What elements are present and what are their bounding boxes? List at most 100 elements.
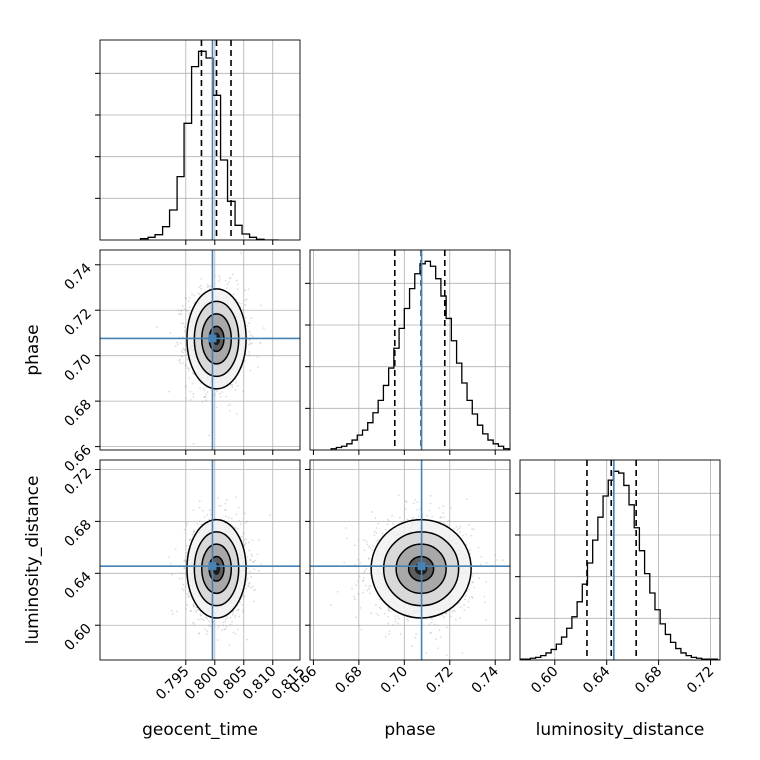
scatter-panel-phase-luminosity_distance — [305, 459, 511, 665]
sample-point — [195, 610, 198, 613]
sample-point — [426, 514, 428, 517]
sample-point — [186, 358, 189, 361]
sample-point — [183, 567, 186, 570]
sample-point — [269, 514, 271, 517]
sample-point — [198, 632, 200, 635]
sample-point — [196, 609, 198, 612]
sample-point — [363, 569, 366, 572]
sample-point — [229, 384, 232, 386]
sample-point — [184, 592, 187, 595]
sample-point — [346, 537, 348, 540]
sample-point — [218, 392, 221, 395]
sample-point — [181, 577, 183, 580]
sample-point — [249, 342, 252, 344]
x-tick-label: 0.72 — [423, 664, 456, 697]
sample-point — [205, 393, 207, 396]
sample-point — [200, 287, 203, 290]
sample-point — [185, 397, 188, 400]
sample-point — [375, 531, 378, 534]
sample-point — [215, 406, 218, 409]
sample-point — [234, 632, 237, 635]
sample-point — [463, 604, 466, 606]
sample-point — [169, 331, 172, 334]
sample-point — [189, 538, 192, 541]
panel-content — [139, 40, 279, 240]
sample-point — [213, 394, 216, 397]
sample-point — [249, 369, 252, 372]
histogram-geocent_time — [139, 50, 279, 240]
sample-point — [251, 539, 254, 542]
sample-point — [181, 588, 184, 591]
sample-point — [222, 621, 225, 624]
sample-point — [252, 560, 254, 563]
sample-point — [468, 596, 471, 599]
panel-frame — [519, 459, 721, 661]
sample-point — [210, 513, 212, 516]
sample-point — [459, 606, 462, 609]
sample-point — [351, 587, 353, 590]
sample-point — [441, 614, 444, 617]
sample-point — [185, 363, 187, 366]
sample-point — [209, 285, 212, 287]
sample-point — [397, 494, 400, 496]
sample-point — [419, 508, 421, 511]
x-tick-label: 0.68 — [632, 664, 665, 697]
grid — [100, 40, 300, 240]
sample-point — [228, 644, 231, 647]
sample-point — [218, 504, 220, 507]
sample-point — [188, 312, 190, 315]
sample-point — [248, 322, 251, 324]
sample-point — [234, 388, 237, 391]
sample-point — [225, 395, 228, 398]
sample-point — [431, 618, 434, 620]
sample-point — [387, 607, 390, 609]
sample-point — [259, 341, 262, 344]
sample-point — [428, 623, 431, 626]
sample-point — [201, 509, 204, 512]
sample-point — [191, 372, 194, 374]
sample-point — [206, 630, 209, 633]
sample-point — [235, 496, 237, 499]
sample-point — [375, 527, 378, 529]
sample-point — [226, 287, 228, 290]
sample-point — [399, 633, 402, 636]
sample-point — [199, 387, 201, 389]
sample-point — [175, 610, 178, 613]
sample-point — [181, 355, 183, 358]
sample-point — [235, 381, 238, 384]
sample-point — [221, 391, 224, 393]
sample-point — [240, 252, 242, 255]
sample-point — [183, 348, 186, 351]
sample-point — [473, 528, 475, 531]
sample-point — [226, 617, 229, 619]
sample-point — [192, 621, 194, 624]
sample-point — [453, 609, 455, 612]
sample-point — [186, 309, 188, 312]
sample-point — [384, 635, 387, 638]
sample-point — [430, 631, 433, 634]
sample-point — [453, 527, 455, 530]
sample-point — [391, 523, 394, 525]
sample-point — [429, 617, 432, 620]
sample-point — [184, 573, 187, 575]
sample-point — [367, 557, 370, 560]
sample-point — [469, 552, 472, 555]
sample-point — [465, 533, 468, 536]
sample-point — [198, 633, 201, 635]
sample-point — [400, 520, 402, 523]
sample-point — [222, 624, 225, 627]
sample-point — [236, 609, 239, 612]
sample-point — [485, 580, 488, 583]
sample-point — [189, 609, 192, 612]
sample-point — [195, 606, 198, 609]
sample-point — [248, 354, 251, 356]
sample-point — [451, 610, 454, 613]
sample-point — [203, 389, 206, 392]
x-axis-label-geocent_time: geocent_time — [142, 720, 258, 740]
sample-point — [398, 617, 400, 620]
sample-point — [357, 593, 360, 596]
sample-point — [181, 304, 184, 307]
sample-point — [248, 351, 250, 353]
sample-point — [170, 609, 173, 612]
sample-point — [243, 360, 246, 363]
